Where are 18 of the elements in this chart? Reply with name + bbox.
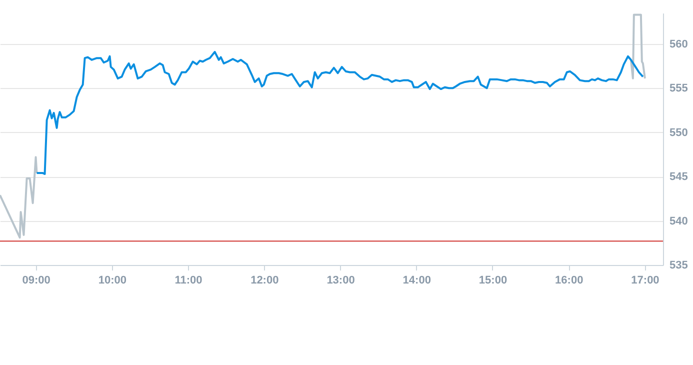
x-tick-label: 10:00 (98, 274, 126, 286)
x-tick-label: 15:00 (478, 274, 508, 286)
line-series (0, 156, 38, 239)
y-tick-label: 545 (670, 171, 688, 184)
x-tick-label: 17:00 (631, 274, 660, 286)
y-tick-label: 535 (670, 260, 688, 272)
line-series (36, 50, 644, 175)
y-tick-label: 550 (670, 126, 688, 139)
line-series (630, 14, 646, 80)
y-tick-label: 555 (670, 82, 688, 95)
x-tick-label: 11:00 (174, 274, 202, 286)
x-tick-label: 14:00 (402, 274, 431, 286)
x-tick-label: 09:00 (22, 274, 50, 286)
x-tick-label: 16:00 (555, 274, 584, 286)
x-tick-label: 12:00 (250, 274, 279, 286)
y-tick-label: 540 (670, 215, 688, 228)
y-tick-label: 560 (670, 38, 688, 50)
x-tick-label: 13:00 (326, 274, 355, 286)
